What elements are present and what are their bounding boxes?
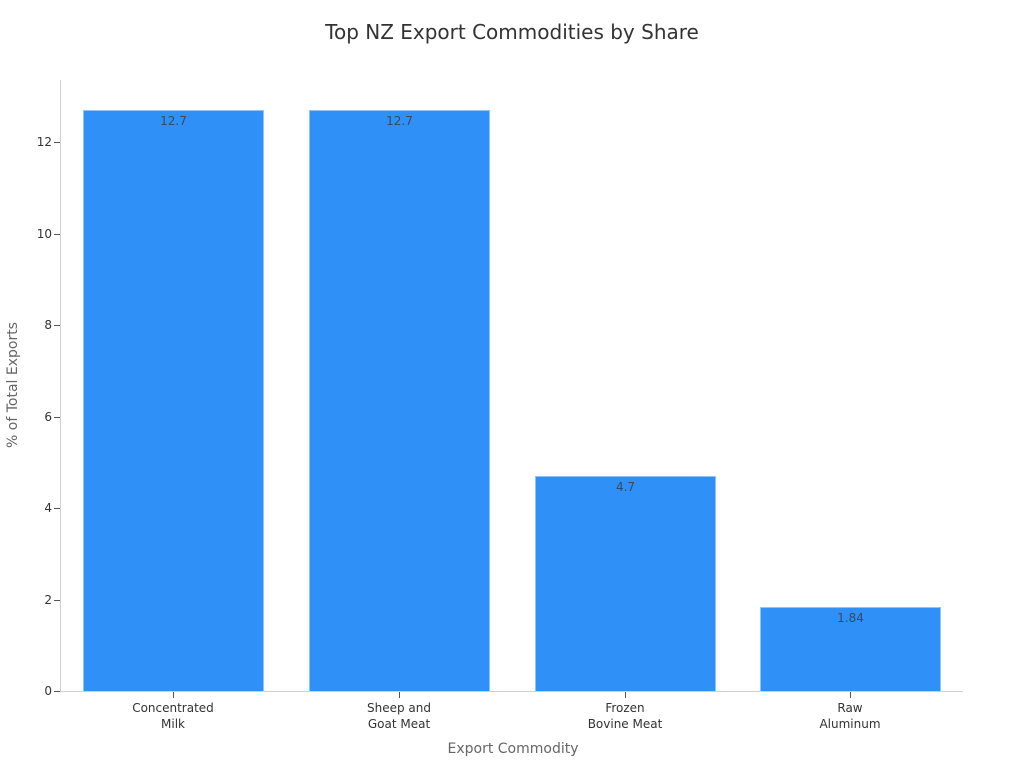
bar-frozen-bovine-meat[interactable]: 4.7 (535, 476, 716, 692)
x-tick-label-raw-aluminum: Raw Aluminum (760, 700, 940, 732)
y-tick-label-10: 10 (36, 227, 52, 241)
bar-raw-aluminum[interactable]: 1.84 (760, 607, 941, 692)
y-tick-label-8: 8 (44, 318, 52, 332)
y-tick-2 (54, 600, 60, 601)
bar-value-label: 12.7 (386, 114, 413, 128)
x-tick-label-concentrated-milk: Concentrated Milk (83, 700, 263, 732)
x-tick-label-line2: Aluminum (819, 717, 881, 731)
y-axis-title: % of Total Exports (5, 322, 21, 448)
bar-value-label: 12.7 (160, 114, 187, 128)
x-axis-line (60, 691, 963, 692)
chart-title: Top NZ Export Commodities by Share (325, 20, 699, 44)
x-tick-label-line2: Milk (161, 717, 185, 731)
y-tick-label-12: 12 (36, 135, 52, 149)
y-tick-10 (54, 234, 60, 235)
x-tick-label-line1: Frozen (605, 701, 645, 715)
x-tick-frozen-bovine-meat (625, 692, 626, 698)
x-axis-title: Export Commodity (447, 741, 579, 757)
bar-value-label: 1.84 (837, 611, 864, 625)
y-tick-label-2: 2 (44, 593, 52, 607)
x-tick-label-frozen-bovine-meat: Frozen Bovine Meat (535, 700, 715, 732)
x-tick-label-line1: Raw (837, 701, 863, 715)
x-tick-label-line2: Goat Meat (367, 717, 431, 731)
x-tick-label-line1: Sheep and (367, 701, 431, 715)
y-tick-6 (54, 417, 60, 418)
x-tick-concentrated-milk (173, 692, 174, 698)
x-tick-label-line2: Bovine Meat (587, 717, 663, 731)
y-tick-label-4: 4 (44, 501, 52, 515)
y-axis-line (60, 80, 61, 692)
x-tick-label-sheep-and-goat-meat: Sheep and Goat Meat (309, 700, 489, 732)
bar-concentrated-milk[interactable]: 12.7 (83, 110, 264, 692)
bar-value-label: 4.7 (615, 480, 636, 494)
y-tick-label-6: 6 (44, 410, 52, 424)
y-tick-4 (54, 508, 60, 509)
y-tick-label-0: 0 (44, 684, 52, 698)
x-tick-sheep-and-goat-meat (399, 692, 400, 698)
x-tick-label-line1: Concentrated (132, 701, 214, 715)
y-tick-12 (54, 142, 60, 143)
bar-sheep-and-goat-meat[interactable]: 12.7 (309, 110, 490, 692)
y-tick-0 (54, 691, 60, 692)
y-tick-8 (54, 325, 60, 326)
x-tick-raw-aluminum (850, 692, 851, 698)
